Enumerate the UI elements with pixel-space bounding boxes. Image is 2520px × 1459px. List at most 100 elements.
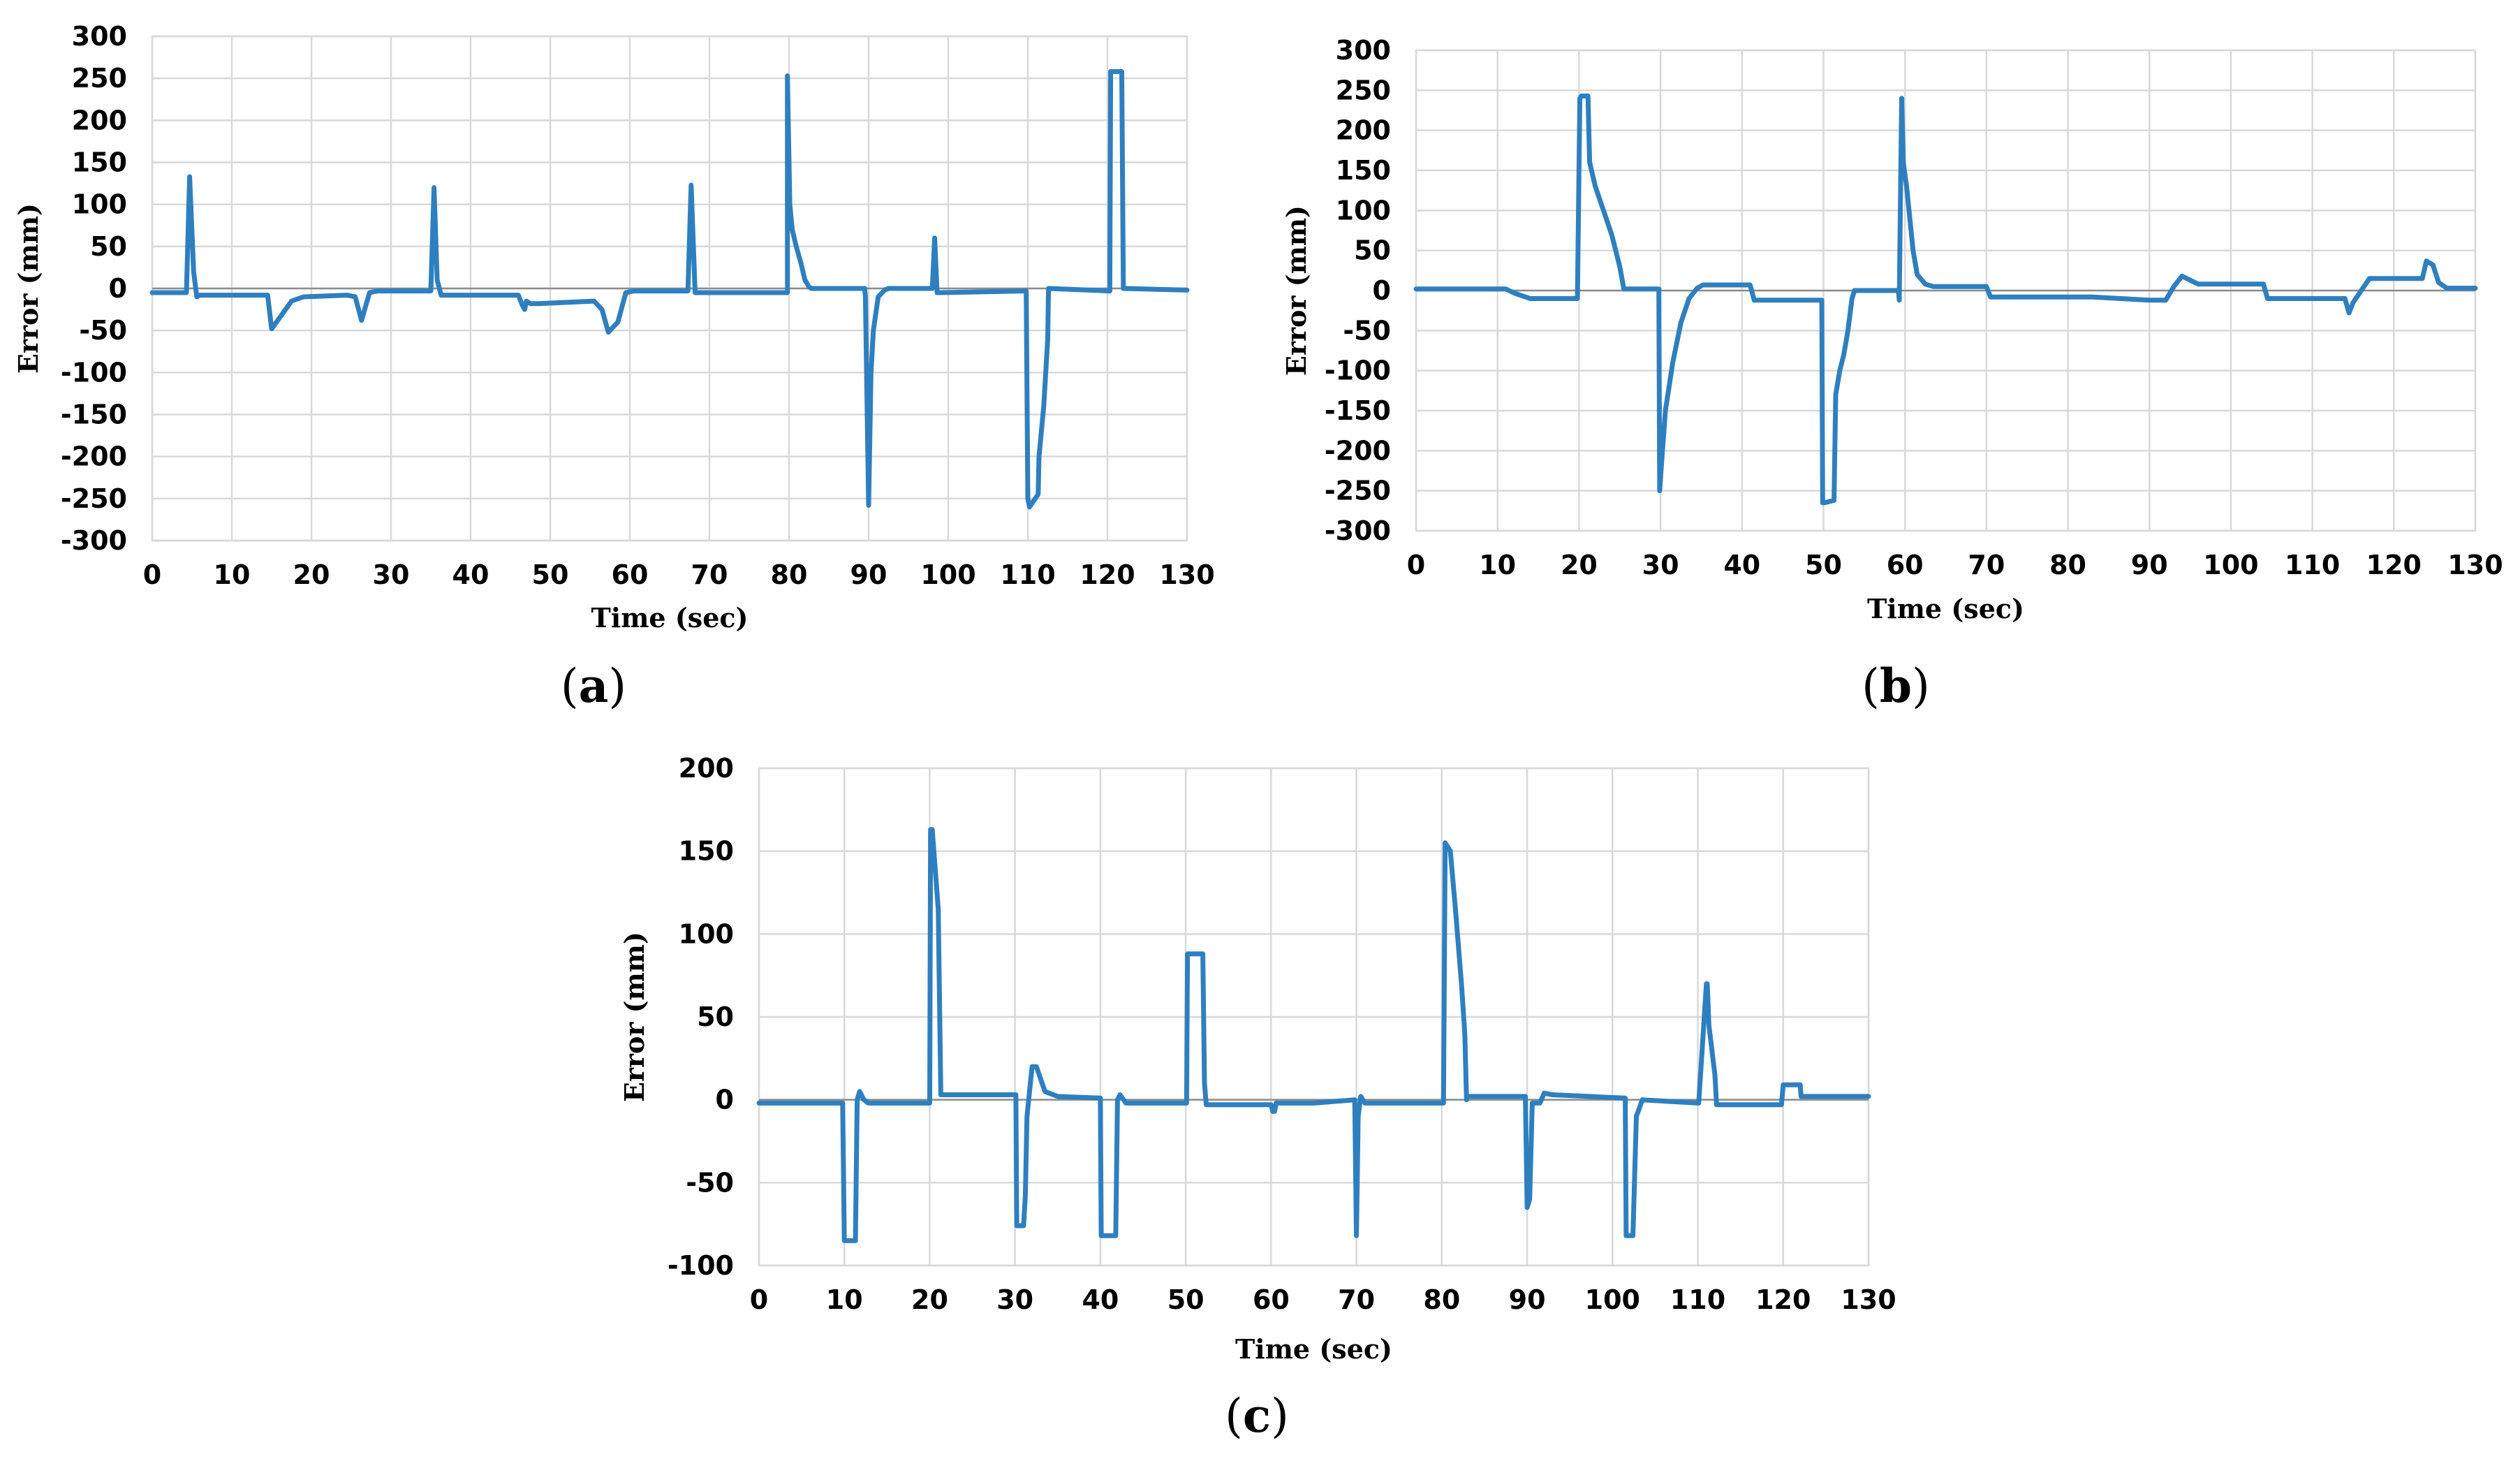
chart-a-xtick-label: 30 [373, 559, 410, 590]
chart-c: -100 -50 0 50 100 150 200 0 10 20 30 40 50 60 70 80 90 10… [619, 753, 1896, 1443]
chart-b-x-axis-title: Time (sec) [1867, 593, 2024, 624]
chart-b-caption-open: ( [1862, 659, 1880, 713]
chart-a-xtick-label: 90 [850, 559, 887, 590]
chart-a-series-line [149, 69, 1190, 510]
chart-b-ytick-label: 200 [1336, 115, 1391, 146]
chart-b-ytick-label: -50 [1343, 315, 1391, 346]
chart-b-xtick-label: 60 [1887, 550, 1924, 580]
chart-b-xtick-label: 30 [1642, 550, 1679, 580]
chart-b-xtick-label: 50 [1805, 550, 1842, 580]
chart-a-xtick-label: 40 [452, 559, 489, 590]
chart-c-xtick-label: 60 [1253, 1284, 1290, 1315]
chart-a-ytick-label: -300 [61, 525, 127, 556]
chart-a-ytick-label: -100 [61, 357, 127, 388]
chart-b-ytick-label: 150 [1336, 155, 1391, 186]
chart-a-caption-close: ) [608, 659, 626, 713]
chart-c-xtick-label: 110 [1670, 1284, 1725, 1315]
chart-b-xtick-label: 100 [2203, 550, 2258, 580]
chart-b-ytick-label: -150 [1325, 395, 1391, 426]
chart-c-y-axis-title: Error (mm) [619, 932, 650, 1102]
chart-a-xtick-label: 10 [214, 559, 251, 590]
chart-c-xtick-label: 90 [1509, 1284, 1546, 1315]
chart-b-xtick-label: 70 [1968, 550, 2005, 580]
chart-b-ytick-label: 250 [1336, 75, 1391, 105]
chart-a-xtick-label: 60 [612, 559, 649, 590]
chart-a-xtick-label: 130 [1159, 559, 1214, 590]
chart-b-caption-letter: b [1880, 659, 1912, 713]
chart-a-xtick-label: 20 [293, 559, 330, 590]
chart-b: -300-250-200-150-100-5005010015020025030… [1281, 35, 2503, 713]
chart-c-xtick-label: 120 [1755, 1284, 1811, 1315]
chart-a-xtick-label: 0 [143, 559, 161, 590]
chart-c-xtick-label: 50 [1167, 1284, 1204, 1315]
chart-a-xtick-label: 100 [920, 559, 975, 590]
chart-b-xtick-label: 10 [1479, 550, 1516, 580]
chart-a-ytick-label: -50 [79, 315, 127, 346]
chart-c-xtick-label: 0 [750, 1284, 768, 1315]
chart-b-ytick-label: -100 [1325, 355, 1391, 386]
chart-b-ytick-label: -200 [1325, 435, 1391, 466]
chart-c-xtick-label: 130 [1841, 1284, 1896, 1315]
chart-a-xtick-label: 50 [532, 559, 569, 590]
chart-b-caption-close: ) [1912, 659, 1930, 713]
chart-c-xtick-label: 70 [1338, 1284, 1375, 1315]
chart-a-ytick-label: -150 [61, 399, 127, 430]
chart-b-xtick-label: 90 [2131, 550, 2168, 580]
chart-b-y-axis-title: Error (mm) [1281, 205, 1312, 376]
chart-a-caption: (a) [561, 659, 626, 713]
chart-c-plot-area [758, 767, 1870, 1267]
chart-a-ytick-label: 150 [72, 147, 127, 178]
chart-c-xtick-label: 10 [826, 1284, 863, 1315]
chart-a-xtick-label: 70 [691, 559, 728, 590]
chart-a-xtick-label: 80 [771, 559, 808, 590]
chart-b-xtick-label: 110 [2285, 550, 2340, 580]
chart-b-xtick-label: 20 [1561, 550, 1598, 580]
chart-b-xtick-label: 120 [2366, 550, 2422, 580]
chart-c-xtick-label: 100 [1585, 1284, 1640, 1315]
chart-c-caption-letter: c [1243, 1388, 1271, 1443]
chart-c-caption-close: ) [1271, 1389, 1289, 1443]
chart-b-xtick-label: 80 [2049, 550, 2086, 580]
chart-a-caption-letter: a [579, 659, 609, 713]
chart-a-ytick-label: 300 [72, 21, 127, 52]
chart-a-ytick-label: 200 [72, 105, 127, 135]
chart-c-ytick-label: -100 [668, 1250, 734, 1281]
chart-b-ytick-label: -300 [1325, 515, 1391, 546]
chart-c-ytick-label: 50 [697, 1002, 734, 1032]
chart-c-xtick-label: 80 [1423, 1284, 1460, 1315]
chart-b-xtick-label: 0 [1407, 550, 1425, 580]
chart-a: -300-250-200-150-100-5005010015020025030… [13, 21, 1215, 713]
chart-a-xtick-label: 110 [1000, 559, 1055, 590]
chart-c-ytick-label: 100 [679, 918, 734, 949]
chart-b-series-line [1413, 93, 2478, 506]
chart-c-series-line [756, 827, 1871, 1243]
chart-c-caption: (c) [1225, 1388, 1289, 1443]
chart-c-xtick-label: 40 [1082, 1284, 1119, 1315]
chart-a-ytick-label: 0 [109, 273, 127, 304]
chart-c-ytick-label: -50 [686, 1167, 734, 1198]
chart-b-ytick-label: -250 [1325, 476, 1391, 506]
chart-c-x-axis-title: Time (sec) [1235, 1333, 1392, 1365]
chart-b-xtick-label: 130 [2447, 550, 2503, 580]
chart-b-ytick-label: 50 [1354, 235, 1391, 266]
chart-b-ytick-label: 300 [1336, 35, 1391, 66]
chart-a-xtick-label: 120 [1080, 559, 1135, 590]
chart-a-y-axis-title: Error (mm) [13, 203, 44, 374]
chart-a-ytick-label: 50 [90, 231, 127, 262]
chart-a-ytick-label: 100 [72, 189, 127, 220]
chart-c-ytick-label: 150 [679, 836, 734, 867]
chart-b-ytick-label: 0 [1373, 275, 1391, 306]
chart-c-xtick-label: 30 [996, 1284, 1033, 1315]
chart-c-caption-open: ( [1225, 1389, 1243, 1443]
chart-b-caption: (b) [1862, 659, 1930, 713]
chart-a-ytick-label: -200 [61, 441, 127, 472]
chart-b-ytick-label: 100 [1336, 195, 1391, 226]
chart-a-ytick-label: -250 [61, 483, 127, 514]
chart-c-ytick-label: 200 [679, 753, 734, 784]
chart-a-caption-open: ( [561, 659, 579, 713]
chart-a-ytick-label: 250 [72, 63, 127, 94]
chart-a-x-axis-title: Time (sec) [591, 602, 749, 633]
chart-c-ytick-label: 0 [716, 1085, 734, 1115]
chart-b-xtick-label: 40 [1723, 550, 1760, 580]
